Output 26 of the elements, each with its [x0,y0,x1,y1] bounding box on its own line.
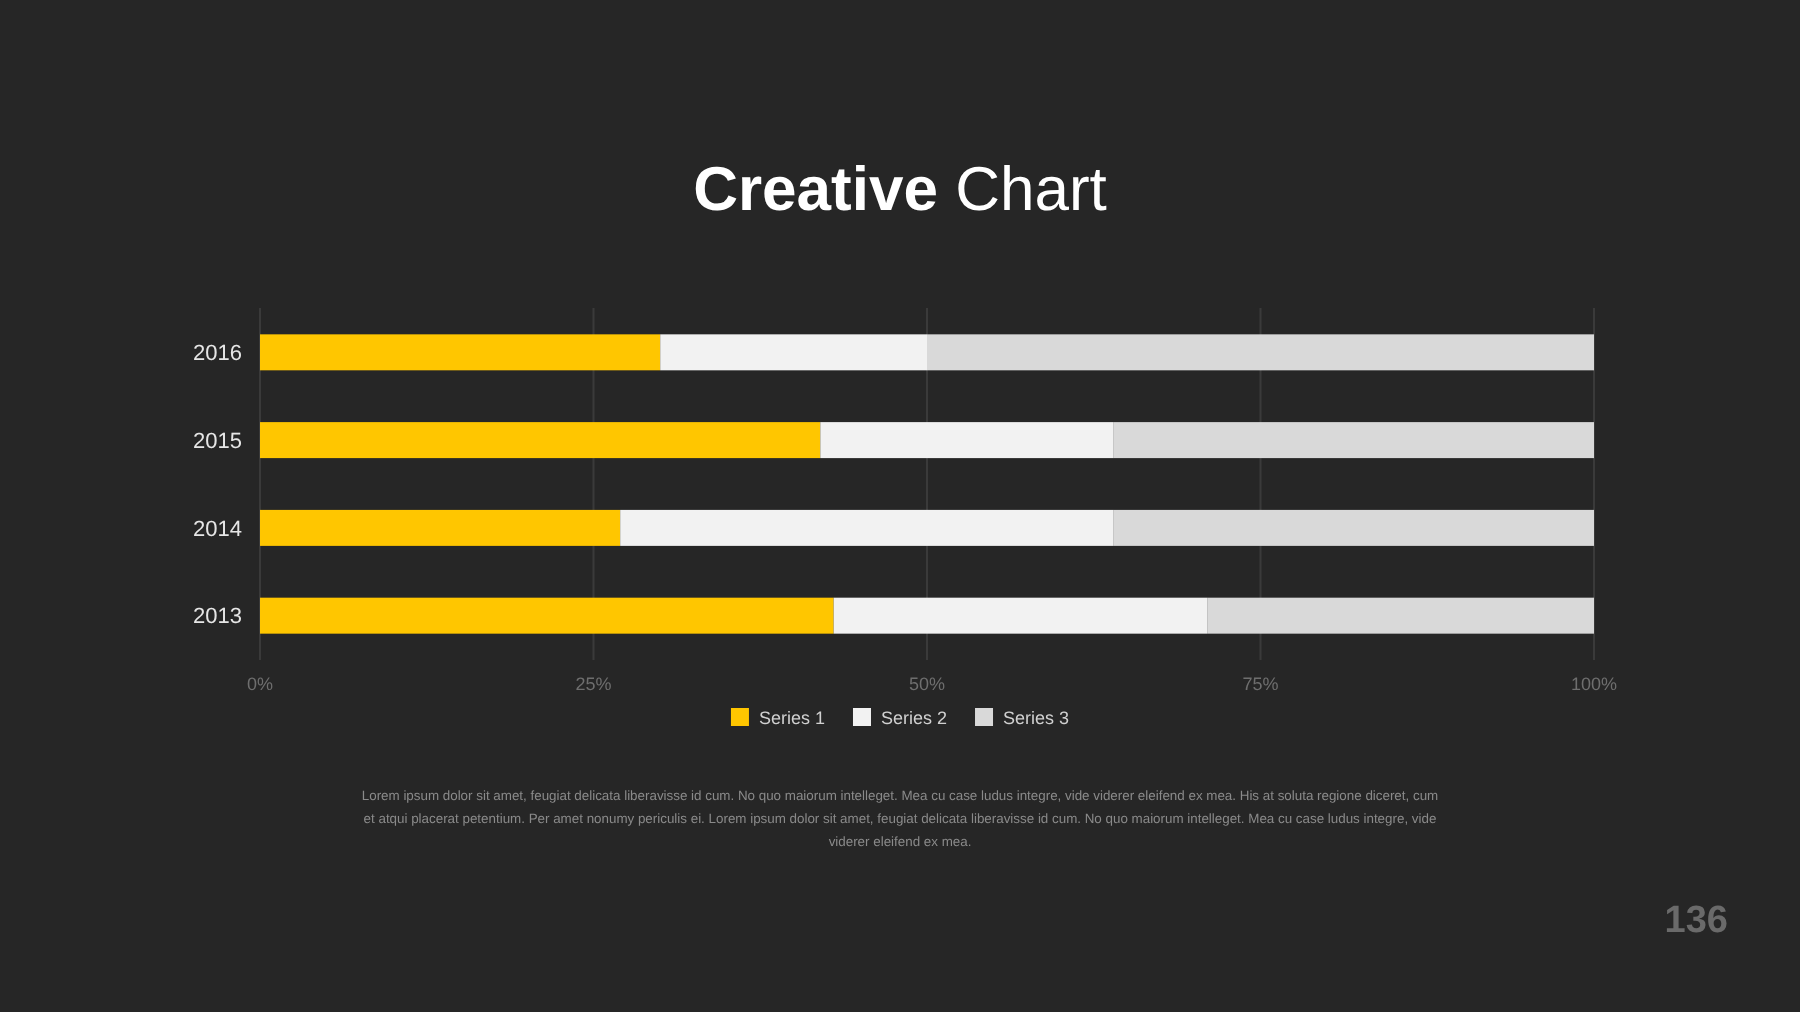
x-tick-label: 50% [908,674,946,694]
bar [1207,597,1594,634]
y-tick-label: 2014 [193,517,242,542]
y-tick-label: 2016 [193,342,242,367]
bar [1113,422,1594,459]
bar [260,334,661,371]
legend-label: Series 1 [758,708,826,729]
bar [660,334,927,371]
y-tick-label: 2015 [193,429,242,454]
bar [833,597,1208,634]
bar [820,422,1114,459]
text: 136 [1664,900,1728,942]
x-tick-label: 100% [1570,674,1618,694]
y-tick-label: 2013 [193,605,242,630]
bar [620,509,1114,546]
bar [260,509,621,546]
legend-label: Series 2 [880,708,948,729]
bar [1113,509,1594,546]
bar [260,597,834,634]
bar [260,422,821,459]
x-tick-label: 75% [1242,674,1279,694]
chart-title: Creative Chart [693,154,1108,224]
legend-label: Series 3 [1003,708,1070,729]
x-tick-label: 0% [246,674,274,694]
x-tick-label: 25% [575,674,612,694]
bar [927,334,1594,371]
